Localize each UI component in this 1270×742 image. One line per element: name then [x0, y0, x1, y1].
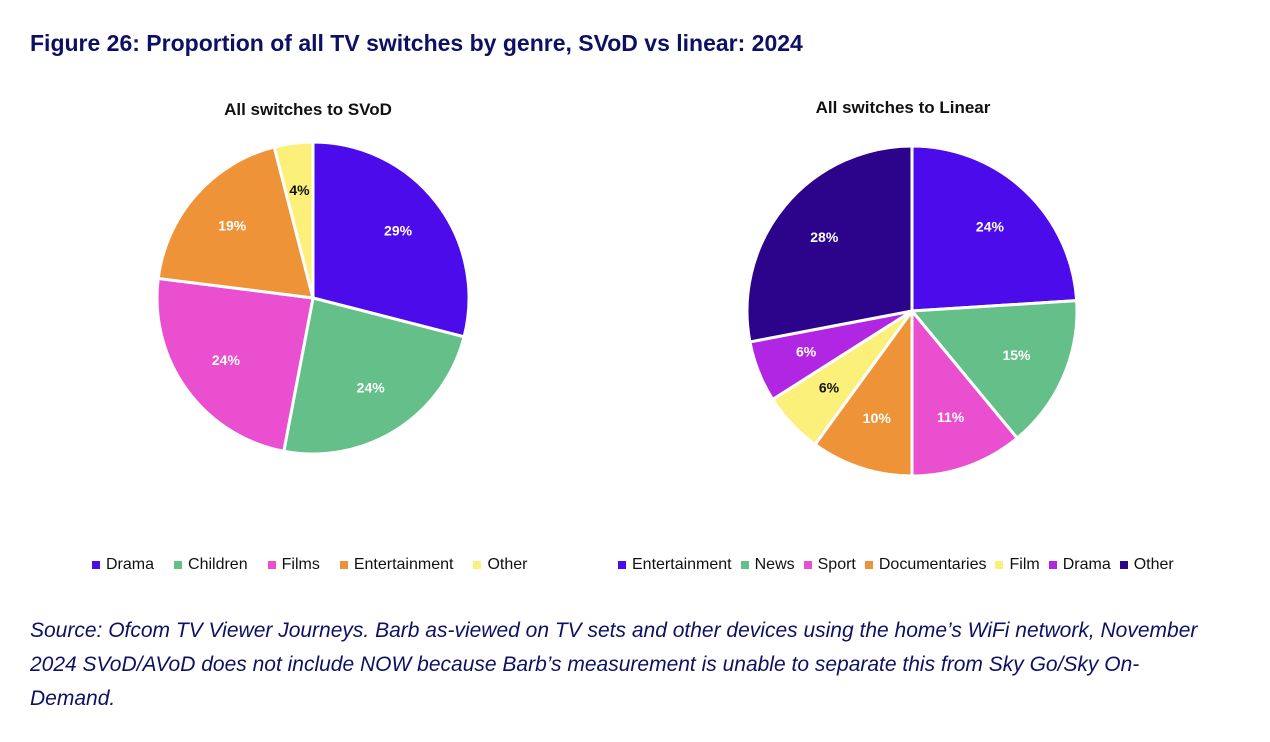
svod-legend-swatch-entertainment: [339, 561, 348, 569]
linear-legend-swatch-news: [740, 561, 749, 569]
linear-data-label-film: 6%: [819, 380, 840, 396]
linear-data-label-other: 28%: [810, 229, 839, 245]
svod-legend-label-entertainment: Entertainment: [353, 556, 454, 573]
linear-legend-label-entertainment: Entertainment: [632, 556, 732, 573]
linear-legend-item-sport: Sport: [803, 556, 856, 574]
linear-data-label-sport: 11%: [937, 409, 965, 425]
linear-legend-item-film: Film: [995, 556, 1040, 574]
linear-slice-other: [745, 144, 914, 344]
svod-legend-swatch-other: [473, 561, 482, 569]
linear-slice-sport: [910, 306, 1020, 478]
linear-legend-label-documentaries: Documentaries: [878, 556, 987, 573]
linear-slice-documentaries: [812, 306, 914, 478]
figure-title: Figure 26: Proportion of all TV switches…: [30, 30, 803, 56]
svod-data-label-other: 4%: [289, 182, 310, 198]
linear-legend-item-drama: Drama: [1048, 556, 1111, 574]
linear-legend: Entertainment News Sport Documentaries Film D…: [618, 556, 1183, 574]
svod-legend-label-children: Children: [188, 556, 248, 573]
linear-data-label-news: 15%: [1002, 347, 1031, 363]
svod-legend-swatch-films: [267, 561, 276, 569]
svod-chart-title: All switches to SVoD: [224, 100, 392, 119]
svod-slice-drama: [311, 140, 471, 339]
linear-legend-item-other: Other: [1119, 556, 1174, 574]
svod-legend-item-films: Films: [267, 556, 320, 574]
linear-data-label-drama: 6%: [796, 344, 817, 360]
linear-legend-label-sport: Sport: [817, 556, 856, 573]
linear-legend-swatch-drama: [1048, 561, 1057, 569]
svod-legend-item-entertainment: Entertainment: [339, 556, 454, 574]
linear-chart-title: All switches to Linear: [815, 98, 991, 117]
linear-legend-swatch-film: [995, 561, 1004, 569]
source-note: Source: Ofcom TV Viewer Journeys. Barb a…: [30, 619, 1198, 710]
linear-data-label-entertainment: 24%: [976, 219, 1005, 235]
linear-slice-news: [908, 299, 1079, 441]
svod-data-label-drama: 29%: [384, 223, 413, 239]
svod-legend-swatch-children: [174, 561, 183, 569]
linear-legend-item-news: News: [740, 556, 795, 574]
linear-legend-item-documentaries: Documentaries: [864, 556, 987, 574]
svod-slice-children: [282, 296, 466, 456]
linear-legend-swatch-documentaries: [864, 561, 873, 569]
svod-data-label-children: 24%: [357, 380, 386, 396]
svod-slice-films: [155, 276, 315, 453]
linear-data-label-documentaries: 10%: [863, 410, 892, 426]
svod-legend-item-other: Other: [473, 556, 527, 574]
svod-data-label-films: 24%: [212, 352, 241, 368]
linear-legend-label-news: News: [754, 556, 795, 573]
linear-legend-item-entertainment: Entertainment: [618, 556, 732, 574]
linear-legend-label-film: Film: [1009, 556, 1040, 573]
svod-legend-label-films: Films: [281, 556, 320, 573]
svod-legend-item-drama: Drama: [92, 556, 154, 574]
svod-legend-label-drama: Drama: [106, 556, 155, 573]
svod-slice-entertainment: [156, 145, 316, 300]
linear-legend-swatch-sport: [803, 561, 812, 569]
linear-legend-swatch-other: [1119, 561, 1128, 569]
svod-legend-swatch-drama: [92, 561, 100, 569]
svod-data-label-entertainment: 19%: [218, 218, 247, 234]
linear-slice-entertainment: [910, 144, 1079, 313]
svod-slice-other: [272, 140, 315, 299]
svod-legend-item-children: Children: [174, 556, 248, 574]
linear-legend-label-drama: Drama: [1062, 556, 1111, 573]
linear-legend-label-other: Other: [1133, 556, 1174, 573]
svod-legend: Drama Children Films Entertainment Other: [92, 556, 547, 574]
svod-legend-label-other: Other: [487, 556, 528, 573]
linear-legend-swatch-entertainment: [618, 561, 626, 569]
